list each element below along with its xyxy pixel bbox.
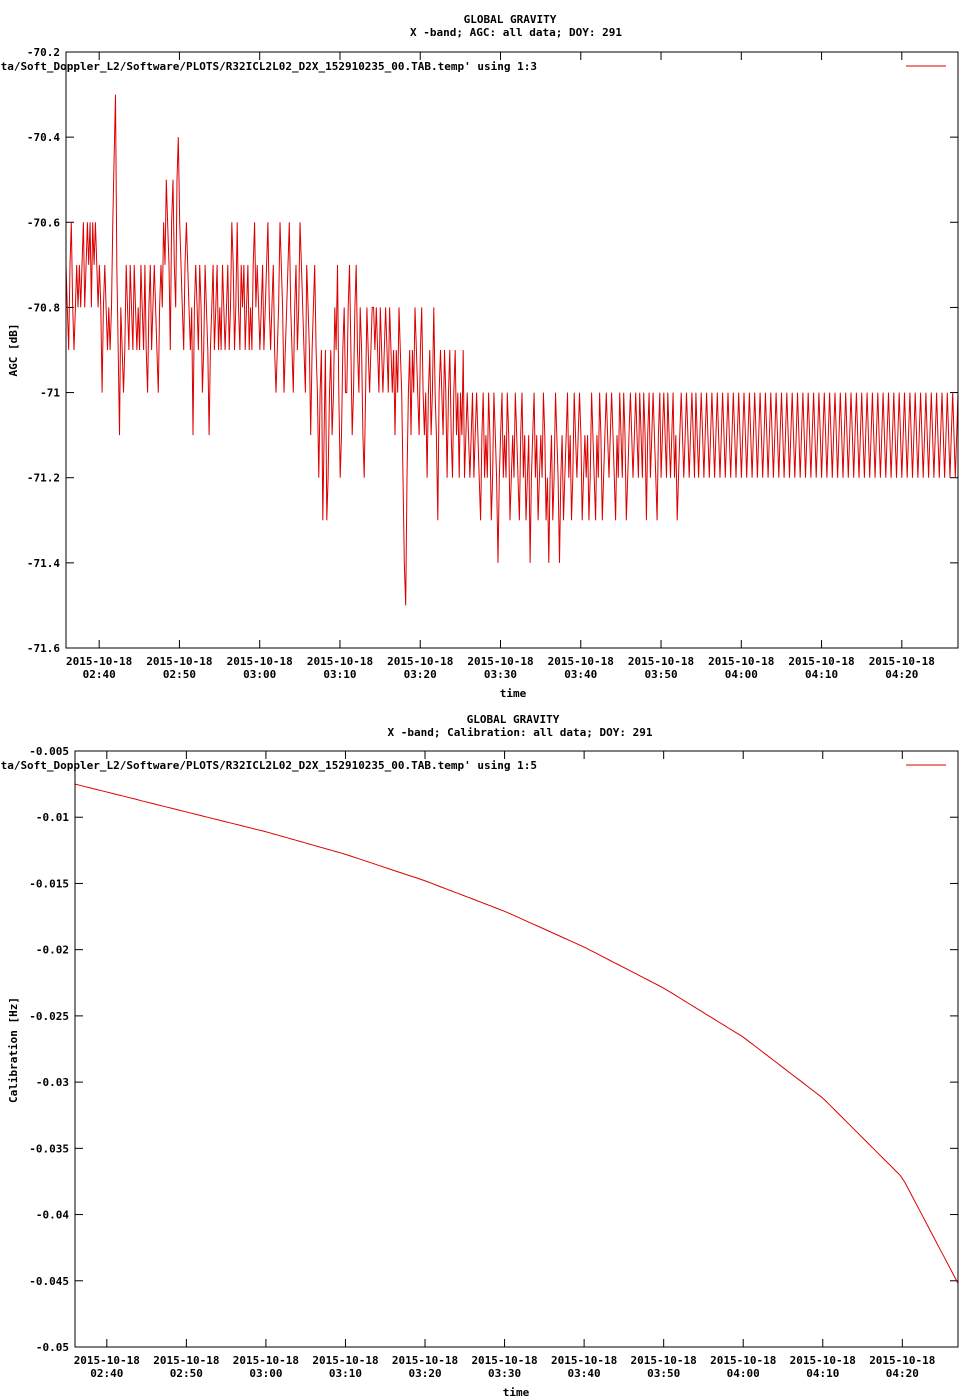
calibration-x-tick-date: 2015-10-18 [233,1354,299,1367]
agc-y-tick-label: -71.4 [27,557,60,570]
agc-x-tick-date: 2015-10-18 [227,655,293,668]
agc-plot-frame [65,51,959,649]
calibration-legend-label: 'Z:/ddswork/process_data/Soft_Doppler_L2… [0,759,537,772]
agc-x-tick-time: 04:10 [805,668,838,681]
agc-chart-subtitle: X -band; AGC: all data; DOY: 291 [410,26,622,39]
agc-x-axis: 2015-10-1802:402015-10-1802:502015-10-18… [66,52,935,681]
agc-x-tick-date: 2015-10-18 [628,655,694,668]
calibration-x-tick-date: 2015-10-18 [869,1354,935,1367]
agc-x-tick-time: 03:30 [484,668,517,681]
agc-y-axis: -70.2 -70.4 -70.6 -70.8 -71 -71.2 -71.4 -71.6 [27,46,958,655]
calibration-y-tick-label: -0.05 [36,1341,69,1354]
calibration-y-axis: -0.005 -0.01 -0.015 -0.02 -0.025 -0.03 -0.035 -… [29,745,958,1354]
agc-x-tick-date: 2015-10-18 [708,655,774,668]
agc-y-tick-label: -70.4 [27,131,60,144]
calibration-x-tick-time: 04:20 [886,1367,919,1380]
calibration-y-axis-label: Calibration [Hz] [7,997,20,1103]
calibration-y-tick-label: -0.005 [29,745,69,758]
agc-y-tick-label: -70.2 [27,46,60,59]
agc-y-tick-label: -71 [40,387,60,400]
agc-x-tick-time: 02:40 [83,668,116,681]
calibration-x-tick-time: 03:50 [647,1367,680,1380]
calibration-x-tick-time: 03:40 [568,1367,601,1380]
agc-x-tick-time: 04:00 [725,668,758,681]
agc-x-tick-time: 03:50 [644,668,677,681]
calibration-x-tick-time: 03:00 [249,1367,282,1380]
agc-series-line [65,94,959,606]
agc-x-tick-date: 2015-10-18 [548,655,614,668]
calibration-x-tick-date: 2015-10-18 [74,1354,140,1367]
calibration-x-tick-date: 2015-10-18 [631,1354,697,1367]
agc-y-tick-label: -71.2 [27,472,60,485]
calibration-x-tick-time: 04:00 [727,1367,760,1380]
calibration-x-tick-date: 2015-10-18 [551,1354,617,1367]
calibration-x-tick-date: 2015-10-18 [471,1354,537,1367]
calibration-x-tick-time: 04:10 [806,1367,839,1380]
calibration-x-axis: 2015-10-1802:402015-10-1802:502015-10-18… [74,751,935,1380]
calibration-x-tick-date: 2015-10-18 [312,1354,378,1367]
calibration-y-tick-label: -0.025 [29,1010,69,1023]
calibration-chart-title: GLOBAL GRAVITY [467,713,560,726]
agc-x-tick-time: 03:20 [404,668,437,681]
calibration-y-tick-label: -0.04 [36,1209,69,1222]
agc-x-tick-time: 04:20 [885,668,918,681]
calibration-y-tick-label: -0.02 [36,944,69,957]
calibration-chart-subtitle: X -band; Calibration: all data; DOY: 291 [388,726,653,739]
calibration-y-tick-label: -0.035 [29,1142,69,1155]
calibration-x-tick-time: 03:20 [408,1367,441,1380]
calibration-chart: GLOBAL GRAVITY X -band; Calibration: all… [0,713,959,1399]
agc-x-tick-time: 03:00 [243,668,276,681]
calibration-plot-frame [74,750,959,1348]
calibration-x-tick-date: 2015-10-18 [710,1354,776,1367]
agc-chart: GLOBAL GRAVITY X -band; AGC: all data; D… [0,13,959,700]
agc-x-tick-date: 2015-10-18 [146,655,212,668]
agc-y-tick-label: -70.6 [27,216,60,229]
agc-x-tick-date: 2015-10-18 [467,655,533,668]
agc-x-axis-label: time [500,687,527,700]
calibration-x-tick-time: 03:30 [488,1367,521,1380]
agc-chart-title: GLOBAL GRAVITY [464,13,557,26]
agc-x-tick-time: 02:50 [163,668,196,681]
calibration-y-tick-label: -0.01 [36,811,69,824]
calibration-x-tick-date: 2015-10-18 [392,1354,458,1367]
calibration-y-tick-label: -0.015 [29,877,69,890]
agc-x-tick-date: 2015-10-18 [788,655,854,668]
calibration-x-tick-time: 02:50 [170,1367,203,1380]
calibration-series-line [74,783,959,1284]
calibration-x-axis-label: time [503,1386,530,1399]
agc-y-tick-label: -70.8 [27,301,60,314]
calibration-x-tick-date: 2015-10-18 [790,1354,856,1367]
agc-x-tick-time: 03:10 [323,668,356,681]
agc-x-tick-time: 03:40 [564,668,597,681]
agc-x-tick-date: 2015-10-18 [307,655,373,668]
agc-y-axis-label: AGC [dB] [7,324,20,377]
calibration-y-tick-label: -0.03 [36,1076,69,1089]
agc-x-tick-date: 2015-10-18 [869,655,935,668]
agc-y-tick-label: -71.6 [27,642,60,655]
agc-x-tick-date: 2015-10-18 [66,655,132,668]
calibration-x-tick-date: 2015-10-18 [153,1354,219,1367]
agc-legend-label: 'Z:/ddswork/process_data/Soft_Doppler_L2… [0,60,537,73]
calibration-x-tick-time: 02:40 [90,1367,123,1380]
calibration-y-tick-label: -0.045 [29,1275,69,1288]
agc-x-tick-date: 2015-10-18 [387,655,453,668]
calibration-x-tick-time: 03:10 [329,1367,362,1380]
